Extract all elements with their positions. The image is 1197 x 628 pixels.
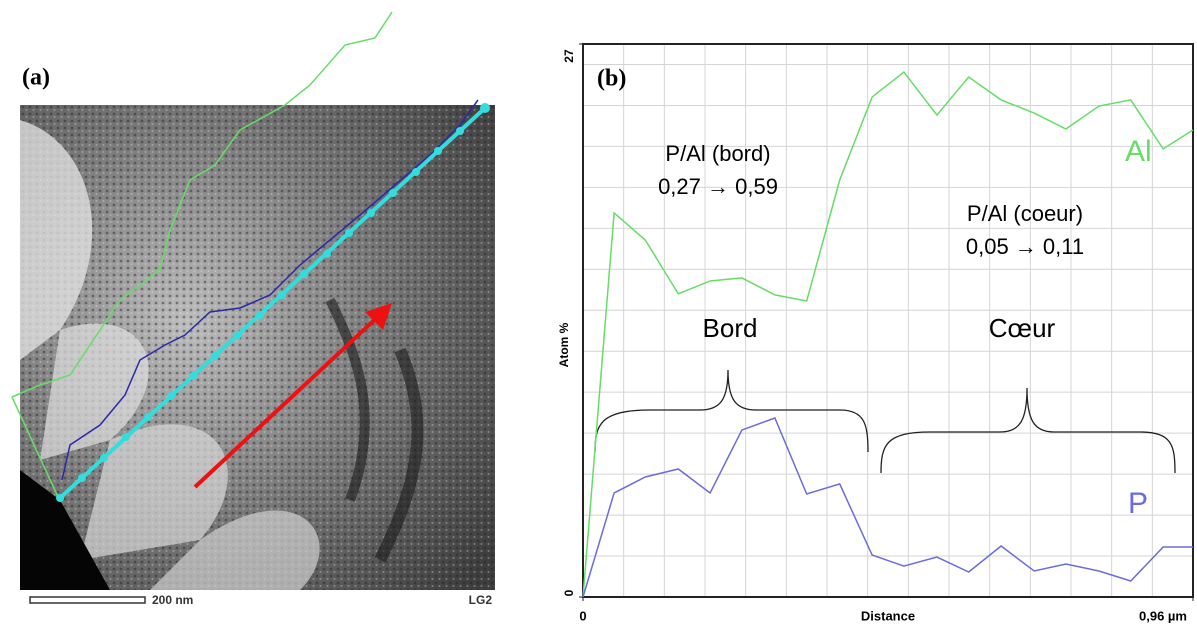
series-label: Al [1125, 135, 1152, 168]
series-label: P [1128, 487, 1148, 520]
plot-frame [582, 43, 1194, 598]
annotation: Cœur [989, 313, 1056, 343]
x-tick-label: 0 [579, 608, 586, 623]
series-line [582, 71, 1194, 598]
brace [594, 369, 869, 453]
plot-area [583, 44, 1193, 597]
scale-bar-label: 200 nm [152, 593, 193, 607]
y-tick-label: 27 [562, 49, 576, 63]
x-axis-label: Distance [861, 608, 915, 623]
x-tick-label: 0,96 µm [1139, 608, 1187, 623]
image-tag: LG2 [469, 593, 493, 607]
annotation: Bord [703, 313, 758, 343]
y-tick-label: 0 [562, 589, 576, 596]
series-line [582, 417, 1193, 598]
annotation: P/Al (bord) [665, 141, 770, 166]
micrograph [11, 11, 495, 604]
annotation: 0,05 → 0,11 [966, 234, 1084, 259]
panel-label: (a) [22, 65, 50, 91]
annotation: (b) [597, 66, 626, 92]
annotation: 0,27 → 0,59 [658, 174, 778, 199]
annotation: P/Al (coeur) [967, 201, 1083, 226]
y-axis-label: Atom % [557, 322, 571, 367]
brace [880, 387, 1176, 474]
